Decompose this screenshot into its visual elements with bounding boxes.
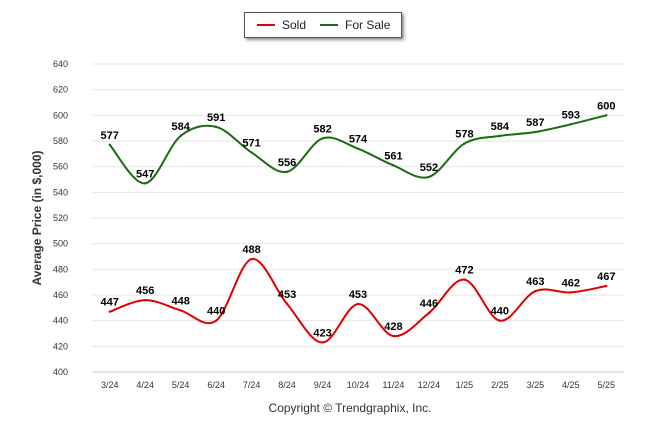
data-label-sold: 428 — [384, 321, 402, 333]
data-label-sold: 440 — [491, 306, 509, 318]
data-point-sold — [356, 302, 360, 306]
data-label-sold: 423 — [313, 327, 331, 339]
data-point-sold — [605, 284, 608, 288]
data-label-for-sale: 552 — [420, 162, 438, 174]
x-tick-label: 8/24 — [278, 380, 296, 390]
data-label-for-sale: 587 — [526, 117, 544, 129]
legend-item-for-sale: For Sale — [320, 18, 390, 32]
data-point-sold — [569, 291, 572, 294]
data-point-sold — [108, 310, 111, 313]
y-tick-label: 420 — [53, 341, 68, 351]
y-tick-label: 500 — [53, 239, 68, 249]
y-tick-label: 400 — [53, 367, 68, 377]
y-tick-label: 540 — [53, 187, 68, 197]
y-tick-label: 640 — [53, 59, 68, 69]
data-label-for-sale: 571 — [242, 138, 260, 150]
data-label-for-sale: 582 — [313, 123, 331, 135]
data-point-sold — [534, 289, 537, 293]
y-tick-label: 520 — [53, 213, 68, 223]
data-point-for-sale — [463, 142, 466, 145]
data-point-for-sale — [214, 125, 218, 129]
data-label-sold: 462 — [562, 277, 580, 289]
x-tick-label: 4/24 — [136, 380, 154, 390]
x-tick-label: 9/24 — [314, 380, 332, 390]
data-label-for-sale: 578 — [455, 129, 473, 141]
data-label-for-sale: 600 — [597, 100, 615, 112]
data-point-sold — [250, 257, 253, 261]
y-axis-title: Average Price (in $,000) — [30, 151, 44, 286]
y-tick-label: 580 — [53, 136, 68, 146]
x-tick-label: 7/24 — [243, 380, 261, 390]
data-point-sold — [179, 309, 182, 312]
data-point-for-sale — [108, 143, 111, 147]
copyright-footer: Copyright © Trendgraphix, Inc. — [268, 401, 432, 415]
data-point-sold — [214, 319, 218, 322]
y-tick-label: 560 — [53, 162, 68, 172]
data-point-for-sale — [285, 170, 289, 173]
data-point-for-sale — [250, 151, 253, 154]
x-tick-label: 4/25 — [562, 380, 580, 390]
data-label-sold: 448 — [171, 295, 189, 307]
x-tick-label: 5/25 — [598, 380, 616, 390]
x-tick-label: 6/24 — [207, 380, 225, 390]
data-label-sold: 440 — [207, 306, 225, 318]
data-label-sold: 453 — [278, 289, 296, 301]
data-label-for-sale: 547 — [136, 168, 154, 180]
x-tick-label: 2/25 — [491, 380, 509, 390]
data-label-for-sale: 561 — [384, 150, 402, 162]
y-tick-label: 460 — [53, 290, 68, 300]
data-point-sold — [463, 278, 466, 281]
data-label-sold: 463 — [526, 276, 544, 288]
data-point-sold — [498, 319, 502, 322]
data-label-sold: 488 — [242, 244, 260, 256]
data-label-sold: 456 — [136, 285, 154, 297]
data-point-for-sale — [569, 123, 572, 126]
data-label-for-sale: 574 — [349, 134, 368, 146]
data-label-sold: 467 — [597, 271, 615, 283]
data-point-for-sale — [321, 137, 324, 140]
legend-label-sold: Sold — [282, 18, 307, 32]
data-point-for-sale — [392, 164, 395, 167]
data-label-for-sale: 556 — [278, 157, 296, 169]
legend-label-for-sale: For Sale — [345, 18, 391, 32]
x-tick-label: 10/24 — [347, 380, 370, 390]
x-tick-label: 11/24 — [383, 380, 405, 390]
y-tick-label: 440 — [53, 316, 68, 326]
data-point-sold — [285, 302, 289, 306]
x-tick-label: 3/25 — [527, 380, 545, 390]
data-label-sold: 447 — [101, 297, 119, 309]
data-point-for-sale — [427, 175, 431, 179]
data-point-sold — [321, 341, 324, 344]
data-label-for-sale: 591 — [207, 112, 225, 124]
data-label-sold: 446 — [420, 298, 438, 310]
data-point-for-sale — [356, 147, 360, 150]
data-label-sold: 453 — [349, 289, 367, 301]
x-tick-label: 12/24 — [418, 380, 441, 390]
data-label-sold: 472 — [455, 265, 473, 277]
data-point-for-sale — [144, 182, 147, 185]
x-tick-label: 5/24 — [172, 380, 190, 390]
data-label-for-sale: 584 — [171, 121, 190, 133]
data-point-for-sale — [534, 130, 537, 134]
x-tick-label: 1/25 — [456, 380, 474, 390]
data-point-for-sale — [179, 134, 182, 138]
data-point-sold — [144, 298, 147, 302]
y-tick-label: 620 — [53, 85, 68, 95]
data-point-for-sale — [605, 114, 608, 117]
y-tick-label: 600 — [53, 110, 68, 120]
data-label-for-sale: 584 — [491, 121, 510, 133]
legend-item-sold: Sold — [257, 18, 306, 32]
data-label-for-sale: 593 — [562, 109, 580, 121]
legend-swatch-sold — [257, 24, 275, 26]
data-point-sold — [427, 311, 431, 315]
x-tick-label: 3/24 — [101, 380, 119, 390]
chart-legend: Sold For Sale — [244, 12, 402, 38]
data-label-for-sale: 577 — [101, 130, 119, 142]
data-point-sold — [392, 334, 395, 338]
y-tick-label: 480 — [53, 264, 68, 274]
data-point-for-sale — [498, 134, 502, 138]
legend-swatch-for-sale — [320, 24, 339, 26]
